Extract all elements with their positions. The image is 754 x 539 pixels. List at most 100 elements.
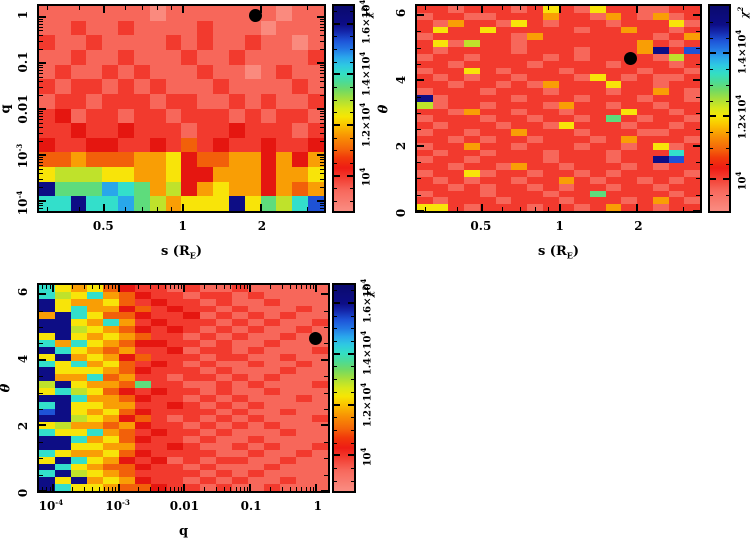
heatmap-cell bbox=[215, 312, 232, 320]
heatmap-cell bbox=[684, 74, 700, 82]
heatmap-cell bbox=[183, 298, 200, 306]
heatmap-cell bbox=[215, 346, 232, 354]
x-minor-tick bbox=[103, 285, 105, 289]
heatmap-cell bbox=[574, 183, 590, 191]
x-minor-tick bbox=[149, 487, 151, 491]
heatmap-cell bbox=[133, 64, 150, 80]
heatmap-cell bbox=[183, 291, 200, 299]
heatmap-cell bbox=[102, 196, 119, 211]
heatmap-cell bbox=[621, 149, 638, 157]
heatmap-cell bbox=[55, 388, 72, 395]
colorbar-minor-tick bbox=[726, 84, 729, 86]
heatmap-cell bbox=[652, 47, 669, 54]
heatmap-cell bbox=[417, 156, 433, 164]
heatmap-cell bbox=[464, 197, 480, 205]
heatmap-cell bbox=[637, 6, 653, 13]
heatmap-cell bbox=[448, 12, 465, 20]
heatmap-cell bbox=[495, 67, 512, 75]
heatmap-cell bbox=[276, 64, 293, 80]
heatmap-cell bbox=[181, 35, 198, 50]
heatmap-cell bbox=[260, 35, 277, 50]
heatmap-cell bbox=[574, 135, 590, 143]
heatmap-cell bbox=[479, 12, 496, 20]
y-minor-tick bbox=[324, 441, 328, 443]
heatmap-cell bbox=[199, 401, 216, 409]
heatmap-cell bbox=[119, 463, 136, 471]
heatmap-cell bbox=[86, 20, 103, 36]
heatmap-cell bbox=[279, 442, 296, 450]
heatmap-cell bbox=[417, 12, 433, 20]
heatmap-cell bbox=[511, 115, 528, 123]
heatmap-cell bbox=[432, 12, 449, 20]
heatmap-cell bbox=[181, 79, 198, 94]
heatmap-cell bbox=[133, 108, 150, 124]
heatmap-cell bbox=[87, 408, 104, 416]
heatmap-cell bbox=[199, 333, 216, 340]
x-minor-tick bbox=[98, 285, 100, 289]
heatmap-cell bbox=[417, 170, 433, 177]
heatmap-cell bbox=[167, 394, 184, 402]
heatmap-cell bbox=[86, 6, 103, 21]
heatmap-cell bbox=[39, 339, 56, 347]
heatmap-cell bbox=[574, 101, 590, 109]
heatmap-cell bbox=[199, 326, 216, 334]
x-minor-tick bbox=[158, 487, 160, 491]
heatmap-cell bbox=[292, 167, 309, 182]
heatmap-cell bbox=[165, 64, 182, 80]
heatmap-cell bbox=[55, 408, 72, 416]
heatmap-cell bbox=[135, 422, 152, 430]
heatmap-cell bbox=[417, 176, 433, 184]
y-tick-label: 0 bbox=[16, 488, 30, 498]
heatmap-cell bbox=[199, 470, 216, 478]
heatmap-cell bbox=[605, 197, 622, 205]
heatmap-cell bbox=[119, 360, 136, 368]
heatmap-cell bbox=[527, 176, 543, 184]
heatmap-cell bbox=[448, 197, 465, 205]
heatmap-cell bbox=[448, 40, 465, 47]
x-minor-tick bbox=[243, 487, 245, 491]
heatmap-cell bbox=[70, 35, 87, 50]
heatmap-cell bbox=[165, 123, 182, 138]
heatmap-cell bbox=[479, 6, 496, 13]
heatmap-cell bbox=[199, 367, 216, 375]
y-minor-tick bbox=[39, 72, 43, 74]
heatmap-cell bbox=[39, 123, 55, 138]
heatmap-cell bbox=[263, 333, 280, 340]
colorbar-minor-tick bbox=[350, 200, 353, 202]
heatmap-cell bbox=[213, 152, 229, 168]
colorbar-minor-tick bbox=[351, 290, 354, 292]
x-major-tick bbox=[183, 285, 186, 292]
x-minor-tick bbox=[239, 285, 241, 289]
heatmap-cell bbox=[119, 442, 136, 450]
heatmap-cell bbox=[215, 436, 232, 443]
heatmap-cell bbox=[684, 94, 700, 102]
heatmap-cell bbox=[231, 477, 248, 485]
heatmap-cell bbox=[183, 374, 200, 382]
heatmap-cell bbox=[197, 35, 214, 50]
heatmap-cell bbox=[165, 93, 182, 109]
heatmap-cell bbox=[149, 181, 166, 197]
heatmap-cell bbox=[55, 456, 72, 464]
heatmap-cell bbox=[668, 101, 685, 109]
heatmap-cell bbox=[574, 6, 590, 13]
y-tick-label: 10-3 bbox=[15, 143, 30, 168]
heatmap-cell bbox=[151, 326, 168, 334]
heatmap-cell bbox=[133, 20, 150, 36]
heatmap-cell bbox=[167, 333, 184, 340]
heatmap-cell bbox=[432, 81, 449, 88]
x-minor-tick bbox=[115, 285, 117, 289]
heatmap-cell bbox=[71, 353, 88, 361]
y-minor-tick bbox=[39, 21, 43, 23]
heatmap-cell bbox=[149, 64, 166, 80]
x-minor-tick bbox=[235, 487, 237, 491]
heatmap-cell bbox=[668, 19, 685, 27]
heatmap-cell bbox=[684, 60, 700, 68]
x-minor-tick bbox=[49, 285, 51, 289]
heatmap-cell bbox=[87, 353, 104, 361]
y-minor-tick bbox=[320, 132, 324, 134]
heatmap-cell bbox=[295, 470, 312, 478]
heatmap-cell bbox=[228, 167, 245, 182]
heatmap-cell bbox=[464, 101, 480, 109]
y-tick-label: 6 bbox=[394, 9, 408, 18]
heatmap-cell bbox=[295, 285, 312, 292]
